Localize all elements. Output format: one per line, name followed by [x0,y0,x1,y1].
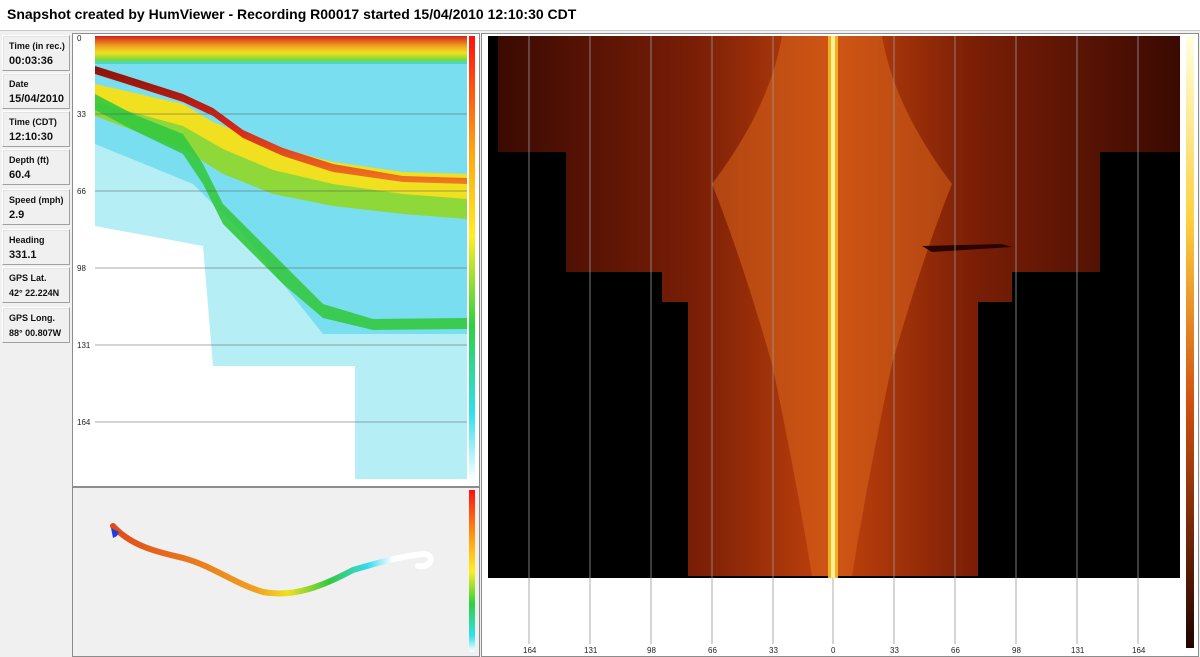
downscan-sonar-panel: 0 33 66 98 131 164 [72,33,480,487]
info-time-in-rec: Time (in rec.) 00:03:36 [2,35,70,71]
range-tick: 0 [831,646,836,655]
info-sidebar: Time (in rec.) 00:03:36 Date 15/04/2010 … [0,31,72,657]
info-value: 331.1 [9,249,37,261]
info-label: Time (CDT) [9,117,57,127]
info-gps-long: GPS Long. 88° 00.807W [2,307,70,343]
range-tick: 98 [647,646,656,655]
info-label: Heading [9,235,45,245]
info-value: 88° 00.807W [9,328,62,338]
depth-tick: 164 [77,418,91,427]
app-area: Time (in rec.) 00:03:36 Date 15/04/2010 … [0,30,1200,657]
depth-tick: 33 [77,110,86,119]
sidescan-image [488,36,1194,648]
range-tick: 131 [584,646,598,655]
info-label: GPS Long. [9,313,55,323]
info-heading: Heading 331.1 [2,229,70,265]
info-time-cdt: Time (CDT) 12:10:30 [2,111,70,147]
depth-tick: 131 [77,341,91,350]
info-label: Speed (mph) [9,195,64,205]
info-value: 60.4 [9,169,31,181]
depth-tick: 0 [77,34,82,43]
range-tick: 33 [769,646,778,655]
boat-position-arrow-icon [111,528,119,538]
depth-tick: 98 [77,264,86,273]
gps-track-map [110,490,475,652]
range-tick: 164 [1132,646,1146,655]
info-speed: Speed (mph) 2.9 [2,189,70,225]
range-tick: 164 [523,646,537,655]
info-label: Date [9,79,29,89]
info-value: 42° 22.224N [9,288,60,298]
range-tick: 131 [1071,646,1085,655]
info-value: 12:10:30 [9,131,54,143]
range-tick: 66 [708,646,717,655]
downscan-image [73,34,475,486]
sidescan-sonar-panel: 164 131 98 66 33 0 33 66 98 131 164 [481,33,1199,657]
depth-tick: 66 [77,187,86,196]
info-label: Time (in rec.) [9,41,65,51]
info-label: GPS Lat. [9,273,47,283]
gps-track-panel [72,487,480,657]
range-tick: 33 [890,646,899,655]
info-depth: Depth (ft) 60.4 [2,149,70,185]
info-gps-lat: GPS Lat. 42° 22.224N [2,267,70,303]
info-value: 00:03:36 [9,55,54,67]
window-title: Snapshot created by HumViewer - Recordin… [7,6,577,22]
info-label: Depth (ft) [9,155,49,165]
range-tick: 98 [1012,646,1021,655]
info-date: Date 15/04/2010 [2,73,70,109]
info-value: 15/04/2010 [9,93,65,105]
info-value: 2.9 [9,209,25,221]
range-tick: 66 [951,646,960,655]
